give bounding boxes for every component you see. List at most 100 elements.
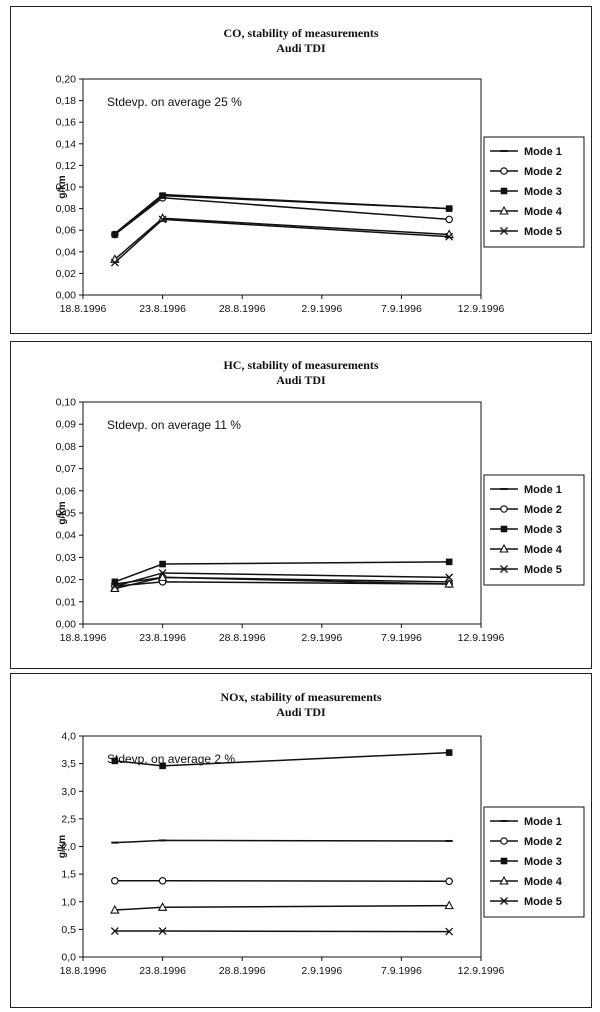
data-point-triangle — [499, 205, 509, 215]
data-point-triangle — [444, 578, 454, 588]
y-tick-label: 0,14 — [56, 138, 77, 150]
y-tick-label: 0,02 — [56, 268, 77, 280]
legend-label: Mode 2 — [524, 166, 562, 178]
legend-box — [483, 806, 585, 918]
x-tick-label: 28.8.1996 — [219, 632, 266, 644]
legend-label: Mode 3 — [524, 856, 562, 868]
y-tick-label: 0,10 — [56, 397, 77, 409]
legend-label: Mode 4 — [524, 544, 563, 556]
chart-subtitle: Audi TDI — [276, 373, 326, 387]
legend-label: Mode 1 — [524, 484, 562, 496]
data-point-square — [500, 525, 508, 533]
data-point-square — [500, 187, 508, 195]
plot-frame — [82, 401, 482, 625]
y-tick-label: 2,0 — [61, 841, 76, 853]
data-point-circle — [445, 215, 453, 224]
legend-label: Mode 1 — [524, 146, 562, 158]
y-tick-label: 0,09 — [56, 419, 77, 431]
x-tick-label: 18.8.1996 — [60, 632, 107, 644]
data-point-square — [445, 749, 453, 756]
x-tick-label: 12.9.1996 — [458, 632, 505, 644]
data-point-square — [159, 560, 166, 568]
hc-chart: 0,00 0,01 0,02 0,03 0,04 0,05 0,06 0,07 0,08 0,09… — [56, 397, 585, 644]
data-point-x-stroke — [110, 582, 119, 591]
y-tick-label: 0,01 — [56, 596, 77, 608]
y-tick-label: 3,0 — [61, 786, 76, 798]
x-tick-label: 2.9.1996 — [301, 632, 342, 644]
y-tick-label: 0,06 — [56, 485, 77, 497]
y-tick-label: 0,06 — [56, 225, 77, 237]
data-point-square — [111, 231, 119, 238]
data-point-square — [445, 205, 453, 212]
data-point-x — [445, 232, 454, 241]
legend-label: Mode 5 — [524, 896, 562, 908]
x-tick-label: 23.8.1996 — [139, 303, 186, 315]
x-tick-label: 2.9.1996 — [301, 303, 342, 315]
chart-subtitle: Audi TDI — [276, 41, 326, 55]
y-tick-label: 0,04 — [56, 530, 77, 542]
data-point-x — [445, 927, 454, 936]
x-tick-label: 23.8.1996 — [139, 632, 186, 644]
x-tick-label: 7.9.1996 — [381, 965, 422, 977]
y-tick-label: 0,16 — [56, 117, 77, 129]
data-point-x — [110, 258, 119, 267]
x-tick-label: 23.8.1996 — [139, 965, 186, 977]
data-point-x — [500, 227, 508, 235]
y-tick-label: 4,0 — [61, 731, 76, 743]
plot-frame — [82, 735, 482, 958]
y-tick-label: 0,05 — [56, 508, 77, 520]
stdev-annotation: Stdevp. on average 11 % — [107, 418, 241, 432]
data-point-triangle — [499, 875, 509, 885]
data-point-x — [445, 573, 454, 582]
data-point-x-stroke — [158, 215, 167, 224]
data-point-x-stroke — [110, 258, 119, 267]
y-tick-label: 0,00 — [56, 290, 77, 302]
y-tick-label: 0,10 — [56, 182, 77, 194]
stdev-annotation: Stdevp. on average 2 % — [107, 752, 235, 766]
data-point-square — [159, 762, 166, 770]
legend-label: Mode 5 — [524, 226, 562, 238]
y-tick-label: 0,12 — [56, 160, 77, 172]
legend-label: Mode 1 — [524, 816, 562, 828]
y-tick-label: 3,5 — [61, 758, 76, 770]
data-point-x — [500, 565, 508, 573]
x-tick-label: 7.9.1996 — [381, 303, 422, 315]
plot-frame — [82, 78, 482, 296]
data-point-x-stroke — [445, 573, 454, 582]
chart-title: NOx, stability of measurements — [220, 690, 382, 704]
y-tick-label: 0,0 — [61, 952, 76, 964]
y-tick-label: 0,07 — [56, 463, 77, 475]
legend-label: Mode 5 — [524, 564, 562, 576]
data-point-x-stroke — [110, 927, 119, 935]
legend-label: Mode 4 — [524, 206, 563, 218]
y-tick-label: 0,03 — [56, 552, 77, 564]
legend-box — [483, 474, 585, 586]
y-tick-label: 0,00 — [56, 619, 77, 631]
y-tick-label: 0,04 — [56, 246, 77, 258]
y-axis-label: g/km — [57, 501, 68, 524]
data-point-circle — [445, 877, 453, 886]
y-tick-label: 0,08 — [56, 441, 77, 453]
chart-title: CO, stability of measurements — [223, 26, 379, 40]
series-line — [114, 217, 450, 260]
data-point-triangle — [499, 543, 509, 553]
nox-chart-panel: NOx, stability of measurements Audi TDI … — [10, 673, 592, 1008]
data-point-square — [159, 192, 166, 199]
data-point-circle — [111, 876, 119, 885]
x-tick-label: 28.8.1996 — [219, 303, 266, 315]
nox-chart: 0,0 0,5 1,0 1,5 2,0 2,5 3,0 3,5 4,0 18.8.1996 23.8… — [57, 731, 585, 977]
data-point-triangle — [444, 900, 454, 910]
data-point-x-stroke — [500, 227, 508, 235]
y-axis-label: g/km — [57, 175, 68, 198]
x-tick-label: 2.9.1996 — [301, 965, 342, 977]
legend-label: Mode 3 — [524, 524, 562, 536]
hc-chart-panel: HC, stability of measurements Audi TDI 0… — [10, 341, 592, 669]
legend-label: Mode 3 — [524, 186, 562, 198]
legend-label: Mode 4 — [524, 876, 563, 888]
data-point-x — [158, 927, 167, 935]
y-tick-label: 0,18 — [56, 95, 77, 107]
x-tick-label: 7.9.1996 — [381, 632, 422, 644]
x-tick-label: 28.8.1996 — [219, 965, 266, 977]
data-point-triangle — [157, 572, 168, 581]
data-point-x-stroke — [500, 897, 508, 905]
